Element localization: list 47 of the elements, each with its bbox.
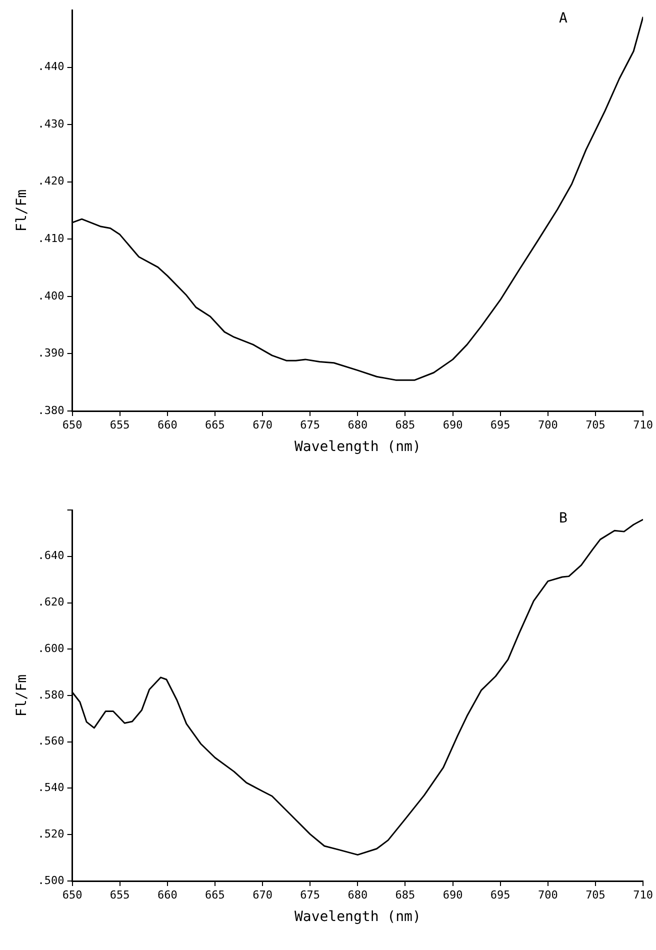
x-tick-label: 675: [300, 888, 320, 902]
x-tick-label: 685: [395, 418, 416, 432]
y-tick-label: .520: [38, 827, 64, 840]
annotation: A: [558, 10, 568, 27]
x-tick-label: 695: [490, 888, 510, 902]
x-tick-label: 670: [252, 888, 272, 902]
x-tick-label: 655: [110, 418, 130, 432]
x-tick-label: 710: [633, 418, 654, 432]
x-tick-label: 650: [62, 418, 82, 432]
x-tick-label: 690: [442, 418, 463, 432]
y-tick-label: .440: [38, 60, 64, 74]
y-tick-label: .420: [38, 174, 64, 188]
x-tick-label: 705: [586, 418, 606, 432]
x-tick-label: 710: [633, 888, 654, 902]
x-tick-label: 650: [62, 888, 82, 902]
y-tick-label: .430: [38, 117, 64, 130]
x-tick-label: 655: [110, 888, 130, 902]
x-tick-label: 700: [538, 888, 558, 902]
x-tick-label: 685: [395, 888, 416, 902]
x-tick-label: 665: [205, 888, 225, 902]
x-tick-label: 680: [348, 888, 368, 902]
y-tick-label: .560: [38, 734, 64, 748]
y-tick-label: .380: [38, 404, 64, 417]
x-tick-label: 675: [300, 418, 320, 432]
x-tick-label: 660: [157, 888, 178, 902]
x-tick-label: 660: [157, 418, 178, 432]
y-axis-title: Fl/Fm: [14, 189, 30, 232]
x-axis-title: Wavelength (nm): [294, 439, 421, 456]
y-tick-label: .410: [38, 232, 64, 245]
y-tick-label: .500: [38, 874, 64, 887]
x-axis-title: Wavelength (nm): [294, 909, 421, 926]
y-tick-label: .640: [38, 549, 64, 562]
y-tick-label: .390: [38, 346, 64, 360]
y-tick-label: .540: [38, 781, 64, 794]
y-tick-label: .580: [38, 688, 64, 702]
x-tick-label: 690: [442, 888, 463, 902]
x-tick-label: 705: [586, 888, 606, 902]
x-tick-label: 700: [538, 418, 558, 432]
y-tick-label: .400: [38, 289, 64, 302]
y-axis-title: Fl/Fm: [14, 674, 30, 717]
y-tick-label: .600: [38, 642, 64, 655]
y-tick-label: .620: [38, 596, 64, 609]
x-tick-label: 695: [490, 418, 510, 432]
x-tick-label: 680: [348, 418, 368, 432]
x-tick-label: 665: [205, 418, 225, 432]
annotation: B: [558, 510, 568, 527]
x-tick-label: 670: [252, 418, 272, 432]
